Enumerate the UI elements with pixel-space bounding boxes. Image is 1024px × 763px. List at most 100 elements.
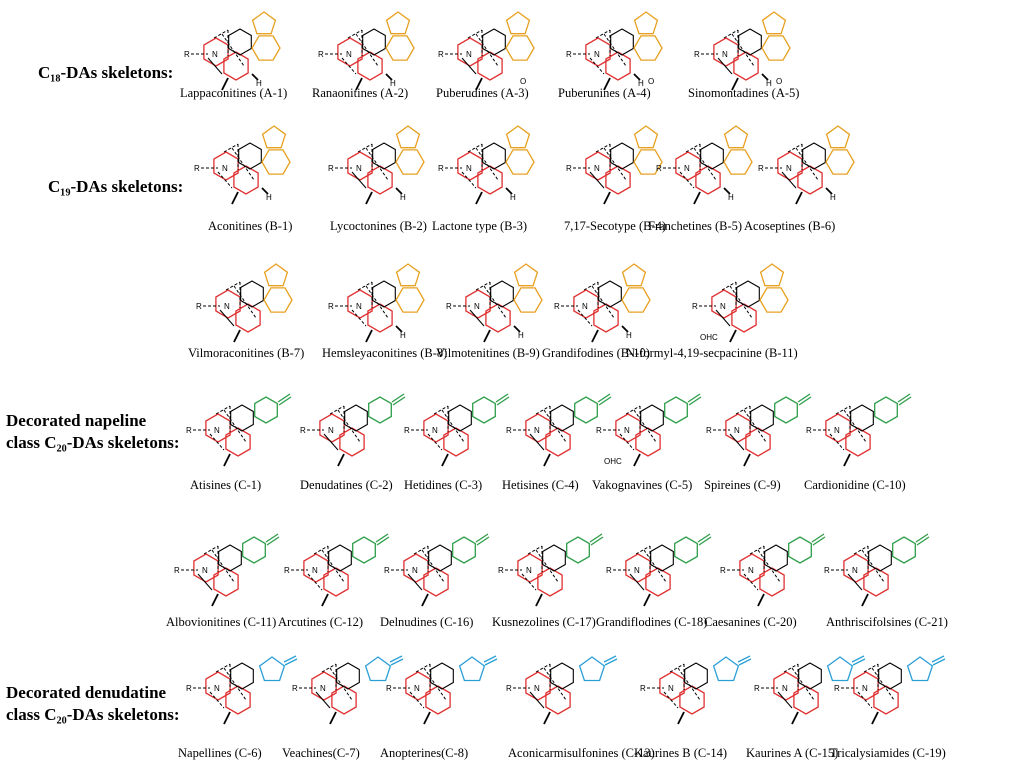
ring-e: [545, 685, 571, 715]
ring-b: [878, 662, 902, 690]
skeleton-rings: NR: [720, 533, 826, 607]
ring-e: [223, 51, 249, 81]
exo-methylene-2: [916, 536, 930, 546]
bridge-bond-3: [203, 545, 219, 555]
skeleton-caption: Napellines (C-6): [178, 746, 262, 760]
r-group-label: R: [720, 566, 726, 575]
bridge-bond: [211, 549, 235, 583]
n-bridge: [577, 309, 593, 327]
skeleton-caption: Lappaconitines (A-1): [180, 86, 288, 100]
n-bridge: [409, 691, 425, 709]
ring-e: [425, 685, 451, 715]
n-bridge: [219, 309, 235, 327]
nitrogen-label: N: [534, 426, 540, 435]
n-bridge: [461, 57, 477, 75]
bridge-bond: [731, 33, 755, 67]
methyl-wedge: [423, 711, 431, 725]
skeleton-structure: N R H: [752, 118, 876, 210]
ring-c: [368, 396, 392, 424]
structure-drawing: NR: [196, 263, 293, 343]
ring-b: [372, 142, 396, 170]
r-group-label: R: [284, 566, 290, 575]
n-bridge: [847, 573, 863, 591]
bridge-bond-3: [347, 29, 363, 39]
bridge-bond: [233, 285, 257, 319]
skeleton-caption: Acoseptines (B-6): [744, 219, 836, 233]
ring-c: [258, 656, 286, 682]
methyl-wedge: [743, 453, 751, 467]
bridge-bond-3: [475, 281, 491, 291]
nitrogen-label: N: [634, 566, 640, 575]
methyl-wedge: [757, 593, 765, 607]
nitrogen-label: N: [786, 164, 792, 173]
skeleton-caption: Aconitines (B-1): [208, 219, 293, 233]
exo-methylene-2: [476, 536, 490, 546]
hydrogen-label: H: [266, 193, 272, 202]
r-group-label: R: [186, 426, 192, 435]
nitrogen-label: N: [320, 684, 326, 693]
nitrogen-label: N: [224, 302, 230, 311]
methyl-wedge: [231, 191, 239, 205]
structure-drawing: N R OHC: [596, 393, 702, 467]
nitrogen-label: N: [214, 684, 220, 693]
ring-d: [825, 149, 855, 175]
ring-c: [352, 536, 376, 564]
hydrogen-label: H: [390, 79, 396, 88]
bridge-bond-3: [313, 545, 329, 555]
ring-c: [712, 656, 740, 682]
r-group-label: R: [196, 302, 202, 311]
nitrogen-label: N: [466, 164, 472, 173]
exo-methylene: [687, 393, 701, 403]
skeleton-rings: NR: [292, 655, 404, 725]
structure-drawing: NR: [720, 533, 826, 607]
skeleton-caption: Lycoctonines (B-2): [330, 219, 427, 233]
skeleton-structure: N R H: [650, 118, 774, 210]
r-group-label: R: [506, 426, 512, 435]
ring-b: [230, 404, 254, 432]
r-group-label: R: [640, 684, 646, 693]
bridge-bond: [475, 147, 499, 181]
ring-c: [761, 11, 787, 35]
skeleton-rings: N R OHC: [692, 263, 789, 343]
structure-drawing: NR: [606, 533, 712, 607]
nitrogen-label: N: [356, 302, 362, 311]
ring-e: [367, 303, 393, 333]
ring-d: [633, 35, 663, 61]
ring-b: [230, 662, 254, 690]
hydrogen-label: H: [830, 193, 836, 202]
skeleton-rings: NR: [196, 263, 293, 343]
n-bridge: [589, 57, 605, 75]
r-group-label: R: [834, 684, 840, 693]
skeleton-rings: NR: [706, 393, 812, 467]
h-wedge: [395, 325, 403, 333]
ring-e: [863, 567, 889, 597]
methyl-wedge: [791, 711, 799, 725]
ring-b: [328, 544, 352, 572]
skeleton-caption: 7,17-Secotype (B-4): [564, 219, 667, 233]
ring-c: [242, 536, 266, 564]
skeleton-structure: N R H: [548, 256, 672, 348]
ring-e: [593, 303, 619, 333]
n-bridge: [469, 309, 485, 327]
ring-c: [633, 125, 659, 149]
n-bridge: [315, 691, 331, 709]
bridge-bond: [643, 549, 667, 583]
r-group-label: R: [438, 50, 444, 59]
structure-drawing: NR: [386, 655, 498, 725]
bridge-bond: [441, 409, 465, 443]
r-group-label: R: [754, 684, 760, 693]
exo-methylene: [277, 393, 291, 403]
hydrogen-label: H: [638, 79, 644, 88]
skeleton-structure: N R H: [440, 256, 564, 348]
skeleton-caption: Delnudines (C-16): [380, 615, 474, 629]
skeleton-rings: NR: [640, 655, 752, 725]
ring-c: [472, 396, 496, 424]
ring-b: [344, 404, 368, 432]
skeleton-rings: N R H: [328, 263, 425, 343]
